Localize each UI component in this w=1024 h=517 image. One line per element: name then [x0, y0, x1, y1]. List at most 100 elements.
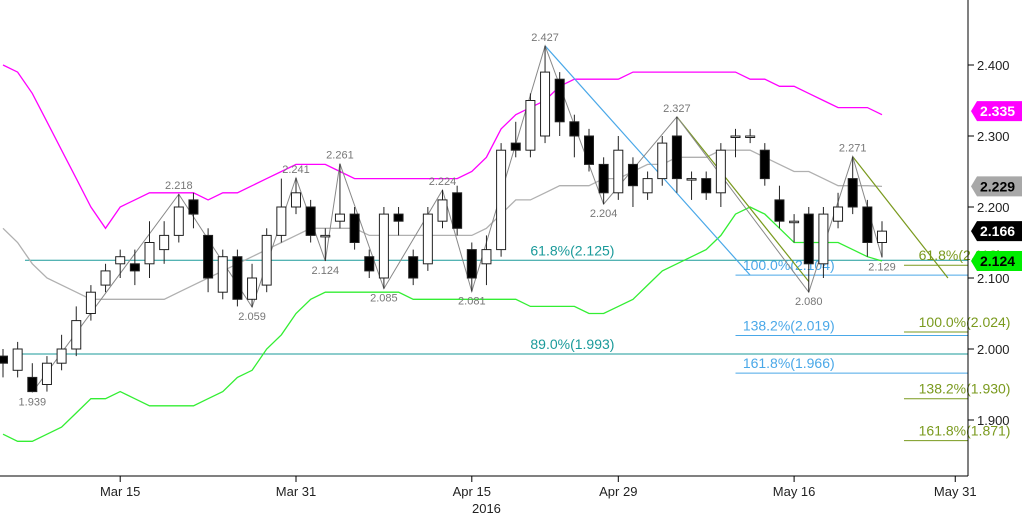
candle-body-42: [613, 149, 624, 194]
candle-0: [0, 349, 8, 378]
candle-24: [349, 207, 360, 250]
candle-body-0: [0, 355, 8, 364]
price-badge-box-2: [971, 221, 1022, 242]
candle-body-19: [276, 206, 287, 236]
price-badge-label-3: 2.124: [980, 253, 1015, 269]
candle-21: [305, 199, 316, 243]
swing-label-2: 2.059: [238, 311, 266, 323]
projection-layer: [544, 45, 949, 282]
swing-label-8: 2.081: [458, 295, 486, 307]
fib-label-1: 89.0%(1.993): [530, 336, 614, 352]
price-badge-label-0: 2.335: [980, 103, 1015, 119]
candle-body-47: [686, 178, 697, 181]
price-badge-3: 2.124: [971, 250, 1022, 271]
candle-11: [159, 221, 170, 264]
candle-body-28: [408, 256, 419, 279]
candle-body-17: [247, 277, 258, 300]
candle-body-39: [569, 121, 580, 137]
swing-label-13: 2.271: [839, 143, 867, 155]
candle-40: [584, 128, 594, 172]
candle-body-44: [642, 178, 653, 194]
candle-body-16: [232, 256, 243, 300]
candle-22: [320, 228, 331, 261]
candle-body-25: [364, 256, 375, 272]
swing-label-4: 2.124: [312, 265, 340, 277]
upper-band-line: [2, 64, 883, 230]
candle-body-20: [291, 192, 301, 208]
candle-49: [715, 143, 726, 207]
candle-body-1: [12, 348, 23, 371]
candle-body-6: [85, 291, 96, 315]
candle-3: [41, 356, 52, 392]
fib-label-4: 161.8%(1.966): [743, 355, 835, 371]
y-tick-label-2: 2.100: [977, 271, 1010, 286]
projection-line-1: [676, 116, 810, 282]
price-badge-box-1: [971, 176, 1022, 197]
candle-20: [291, 177, 301, 215]
candle-body-60: [877, 230, 887, 243]
candle-41: [598, 157, 609, 205]
candle-body-4: [56, 348, 67, 364]
candle-46: [671, 116, 682, 193]
price-badge-box-0: [971, 101, 1022, 122]
candle-body-40: [584, 135, 594, 165]
candle-38: [554, 72, 565, 136]
candle-body-49: [715, 149, 726, 194]
x-tick-label-0: Mar 15: [100, 484, 140, 499]
fib-label-0: 61.8%(2.125): [530, 242, 614, 258]
swing-label-9: 2.427: [531, 32, 559, 44]
candle-8: [115, 249, 126, 278]
swing-label-5: 2.261: [326, 150, 354, 162]
x-tick-label-5: May 31: [934, 484, 977, 499]
candle-body-14: [203, 234, 214, 279]
candle-body-38: [554, 78, 565, 123]
candle-body-13: [188, 199, 199, 215]
candle-23: [334, 163, 345, 229]
y-tick-label-1: 2.000: [977, 342, 1010, 357]
swing-label-14: 2.129: [868, 261, 896, 273]
candle-56: [818, 207, 829, 278]
candle-53: [774, 185, 785, 229]
candle-43: [627, 157, 638, 207]
candle-60: [877, 221, 887, 258]
candle-body-57: [833, 206, 844, 222]
candle-27: [393, 207, 404, 236]
candle-5: [71, 306, 82, 357]
candle-body-26: [378, 213, 389, 279]
candle-17: [247, 263, 258, 308]
candle-48: [701, 171, 712, 200]
candle-58: [847, 156, 858, 215]
candle-body-30: [437, 199, 448, 222]
projection-line-0: [544, 45, 751, 276]
candle-body-31: [452, 192, 463, 229]
candle-body-9: [129, 263, 140, 272]
candle-body-59: [862, 206, 873, 243]
candle-26: [378, 207, 389, 289]
candle-6: [85, 285, 96, 321]
candle-body-41: [598, 163, 609, 194]
candle-15: [217, 249, 228, 300]
candle-body-12: [173, 206, 184, 236]
candle-body-45: [657, 142, 668, 180]
candle-body-56: [818, 213, 829, 265]
x-tick-label-2: Apr 15: [453, 484, 491, 499]
candles-layer: [0, 45, 887, 393]
fib-label-6: 100.0%(2.024): [919, 314, 1011, 330]
candle-body-51: [745, 135, 756, 138]
candle-body-52: [759, 149, 770, 180]
candle-body-18: [261, 234, 272, 286]
price-badge-box-3: [971, 250, 1022, 271]
candle-body-54: [789, 220, 800, 224]
swing-label-0: 1.939: [19, 396, 47, 408]
candle-body-33: [481, 249, 492, 265]
badges-layer: 2.335 2.229 2.166 2.124: [971, 101, 1022, 271]
candle-12: [173, 194, 184, 243]
swing-label-1: 2.218: [165, 180, 193, 192]
x-tick-label-4: May 16: [773, 484, 816, 499]
candle-body-46: [671, 135, 682, 180]
candle-body-43: [627, 163, 638, 187]
candle-54: [789, 214, 800, 243]
swing-label-6: 2.085: [370, 293, 398, 305]
candle-7: [100, 263, 111, 293]
